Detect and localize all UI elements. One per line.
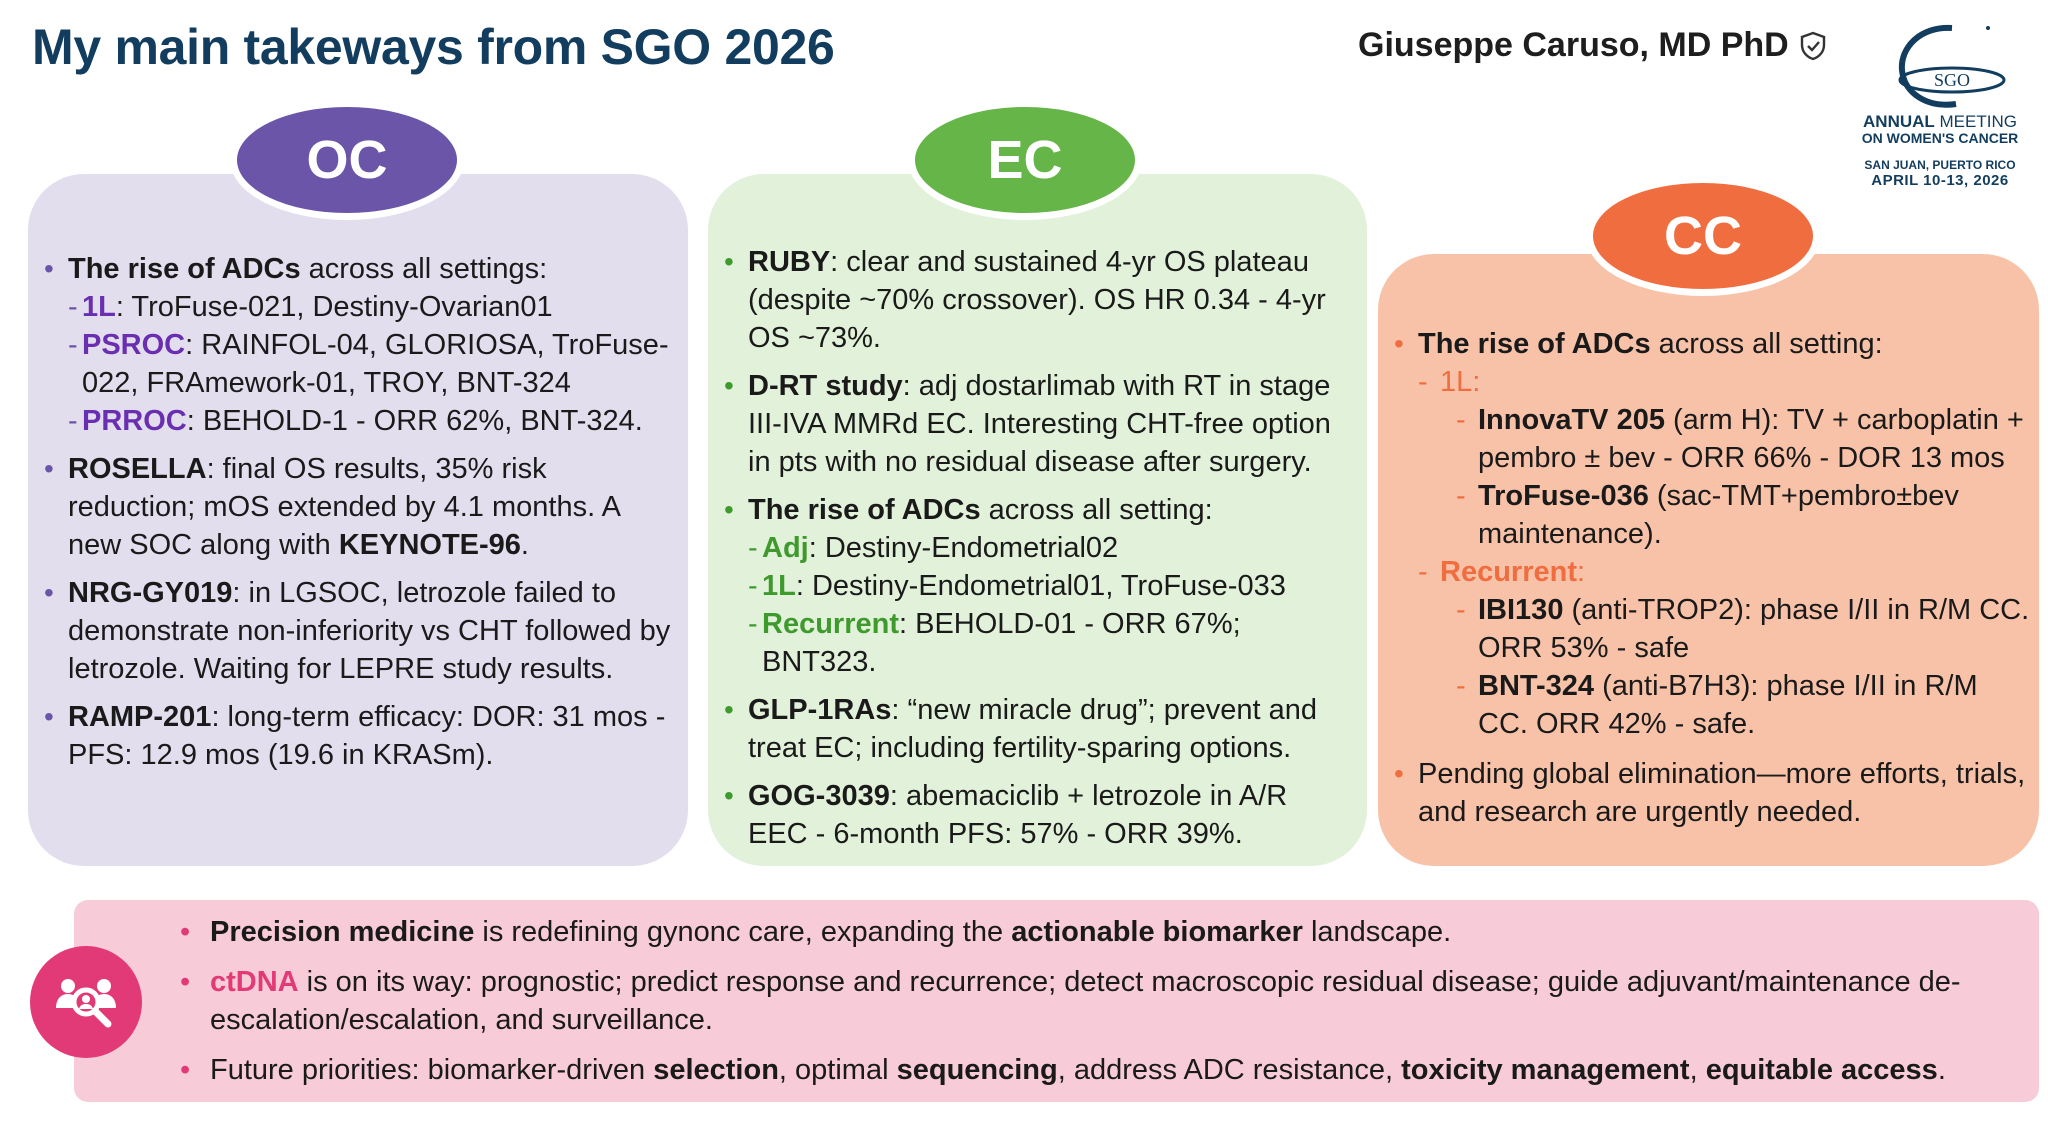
oc-content: The rise of ADCs across all settings: 1L… — [42, 250, 672, 784]
people-search-icon — [30, 946, 142, 1058]
cc-badge: CC — [1586, 176, 1820, 296]
ec-bullet-ruby: RUBY: clear and sustained 4-yr OS platea… — [722, 243, 1352, 357]
cc-heading-1l: 1L: — [1418, 363, 2032, 401]
ec-bullet-glp1: GLP-1RAs: “new miracle drug”; prevent an… — [722, 691, 1352, 767]
sgo-logo-mark: SGO — [1898, 24, 2006, 108]
oc-badge: OC — [230, 100, 464, 220]
ec-badge: EC — [908, 100, 1142, 220]
logo-line-2: ON WOMEN'S CANCER — [1861, 130, 2019, 146]
oc-sub-prroc: PRROC: BEHOLD-1 - ORR 62%, BNT-324. — [68, 402, 672, 440]
ec-sub-1l: 1L: Destiny-Endometrial01, TroFuse-033 — [748, 567, 1352, 605]
ec-sub-adj: Adj: Destiny-Endometrial02 — [748, 529, 1352, 567]
page-title: My main takeways from SGO 2026 — [32, 19, 835, 75]
bottom-bullet-ctdna: ctDNA is on its way: prognostic; predict… — [180, 963, 2020, 1039]
oc-bullet-ramp: RAMP-201: long-term efficacy: DOR: 31 mo… — [42, 698, 672, 774]
cc-heading-recurrent: Recurrent: — [1418, 553, 2032, 591]
ec-bullet-adcs: The rise of ADCs across all setting: Adj… — [722, 491, 1352, 681]
ec-content: RUBY: clear and sustained 4-yr OS platea… — [722, 243, 1352, 863]
bottom-bullet-priorities: Future priorities: biomarker-driven sele… — [180, 1051, 2020, 1089]
sgo-logo-text: SGO — [1934, 70, 1970, 90]
logo-line-1: ANNUAL MEETING — [1863, 112, 2017, 131]
sgo-logo: SGO ANNUAL MEETING ON WOMEN'S CANCER SAN… — [1840, 18, 2040, 198]
oc-sub-1l: 1L: TroFuse-021, Destiny-Ovarian01 — [68, 288, 672, 326]
logo-line-3: SAN JUAN, PUERTO RICO — [1864, 158, 2016, 172]
bottom-bullet-precision: Precision medicine is redefining gynonc … — [180, 913, 2020, 951]
logo-line-4: APRIL 10-13, 2026 — [1871, 172, 2009, 189]
oc-bullet-rosella: ROSELLA: final OS results, 35% risk redu… — [42, 450, 672, 564]
cc-bullet-adcs: The rise of ADCs across all setting: 1L:… — [1392, 325, 2032, 743]
people-search-glyph — [56, 979, 116, 1028]
oc-bullet-nrg: NRG-GY019: in LGSOC, letrozole failed to… — [42, 574, 672, 688]
bottom-content: Precision medicine is redefining gynonc … — [180, 913, 2020, 1101]
ec-bullet-gog: GOG-3039: abemaciclib + letrozole in A/R… — [722, 777, 1352, 853]
shield-check-icon — [1800, 31, 1825, 60]
cc-bullet-elimination: Pending global elimination—more efforts,… — [1392, 755, 2032, 831]
cc-content: The rise of ADCs across all setting: 1L:… — [1392, 325, 2032, 841]
author-label: Giuseppe Caruso, MD PhD — [1358, 26, 1789, 64]
author-name: Giuseppe Caruso, MD PhD — [1358, 26, 1827, 65]
cc-item-innovatv: InnovaTV 205 (arm H): TV + carboplatin +… — [1440, 401, 2032, 477]
cc-item-ibi130: IBI130 (anti-TROP2): phase I/II in R/M C… — [1440, 591, 2032, 667]
ec-sub-recurrent: Recurrent: BEHOLD-01 - ORR 67%; BNT323. — [748, 605, 1352, 681]
oc-sub-psroc: PSROC: RAINFOL-04, GLORIOSA, TroFuse-022… — [68, 326, 672, 402]
cc-item-trofuse: TroFuse-036 (sac-TMT+pembro±bev maintena… — [1440, 477, 2032, 553]
ec-bullet-drt: D-RT study: adj dostarlimab with RT in s… — [722, 367, 1352, 481]
oc-bullet-adcs: The rise of ADCs across all settings: 1L… — [42, 250, 672, 440]
cc-item-bnt324: BNT-324 (anti-B7H3): phase I/II in R/M C… — [1440, 667, 2032, 743]
